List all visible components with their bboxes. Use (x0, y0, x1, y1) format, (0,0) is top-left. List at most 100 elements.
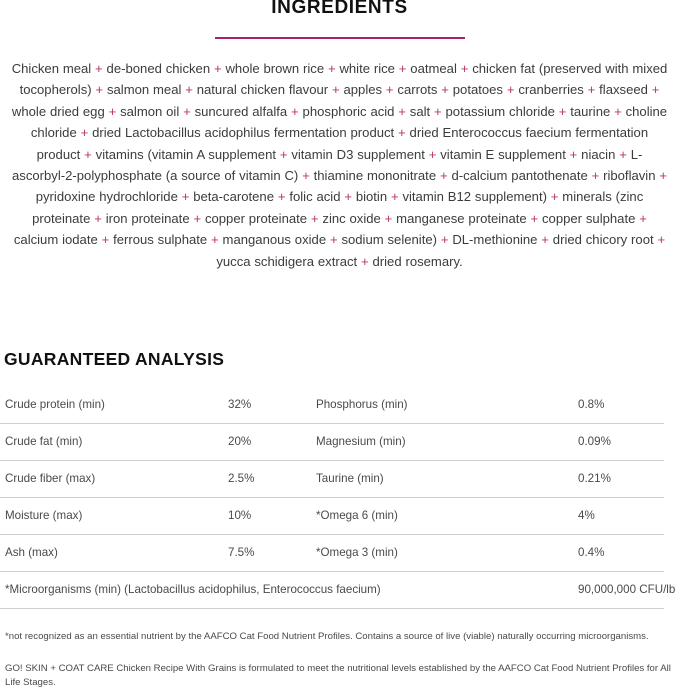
ingredient-separator: + (587, 168, 604, 184)
ingredient-separator: + (430, 103, 446, 119)
ingredient-item: dried rosemary. (372, 253, 463, 269)
ingredient-separator: + (104, 103, 121, 119)
ingredient-separator: + (647, 82, 660, 98)
ingredient-separator: + (394, 61, 411, 76)
nutrient-label: Ash (max) (0, 534, 228, 572)
ingredient-item: dried Enterococcus faecium fermentation … (36, 125, 649, 162)
table-row: Crude protein (min) 32% Phosphorus (min) 0.… (0, 386, 664, 424)
ingredient-item: pyridoxine hydrochloride (35, 189, 178, 205)
ingredient-item: chicken fat (preserved with mixed tocoph… (19, 61, 668, 98)
ingredient-item: apples (343, 82, 383, 98)
nutrient-value: 10% (228, 497, 316, 535)
nutrient-value: 0.8% (578, 386, 664, 424)
ingredient-item: DL-methionine (452, 232, 538, 248)
ingredient-item: copper proteinate (204, 210, 308, 226)
nutrient-label: Moisture (max) (0, 497, 228, 535)
ingredient-separator: + (387, 189, 403, 205)
ingredient-separator: + (91, 61, 107, 76)
page-title: INGREDIENTS (271, 0, 408, 18)
nutrient-label: *Omega 6 (min) (316, 497, 578, 535)
ingredient-separator: + (394, 125, 410, 141)
nutrient-value: 2.5% (228, 460, 316, 498)
table-row: Moisture (max) 10% *Omega 6 (min) 4% (0, 497, 664, 535)
footnote-aafco-statement: GO! SKIN + COAT CARE Chicken Recipe With… (5, 662, 671, 688)
ingredient-item: natural chicken flavour (196, 82, 329, 98)
nutrient-value: 0.21% (578, 460, 664, 498)
ingredient-item: whole brown rice (225, 61, 325, 76)
ingredient-separator: + (307, 210, 323, 226)
ingredient-item: potassium chloride (445, 103, 555, 119)
ingredients-section: INGREDIENTS Chicken meal + de-boned chic… (0, 0, 679, 272)
ingredient-separator: + (97, 232, 114, 248)
ingredient-item: iron proteinate (105, 210, 190, 226)
ingredient-separator: + (565, 146, 582, 162)
ingredient-item: vitamins (vitamin A supplement (95, 146, 276, 162)
ingredient-item: flaxseed (599, 82, 648, 98)
ingredient-separator: + (436, 232, 453, 248)
nutrient-label: Crude fiber (max) (0, 460, 228, 498)
ingredient-separator: + (436, 168, 452, 184)
ingredient-separator: + (437, 82, 453, 98)
footnote-asterisk: *not recognized as an essential nutrient… (5, 630, 649, 642)
ingredient-separator: + (210, 61, 226, 76)
ingredient-item: suncured alfalfa (194, 103, 288, 119)
ingredient-item: de-boned chicken (106, 61, 211, 76)
ingredient-separator: + (546, 189, 563, 205)
ingredient-item: biotin (355, 189, 388, 205)
nutrient-value: 7.5% (228, 534, 316, 572)
guaranteed-analysis-title: GUARANTEED ANALYSIS (4, 349, 225, 369)
ingredient-item: manganous oxide (222, 232, 327, 248)
ingredient-item: dried chicory root (552, 232, 654, 248)
ingredient-item: Chicken meal (11, 61, 92, 76)
ingredient-item: potatoes (452, 82, 503, 98)
ingredient-item: white rice (339, 61, 395, 76)
ingredient-item: folic acid (289, 189, 341, 205)
title-divider (214, 37, 465, 39)
ingredient-separator: + (80, 146, 96, 162)
ingredient-separator: + (76, 125, 93, 141)
ingredient-item: thiamine mononitrate (313, 168, 437, 184)
table-row: *Microorganisms (min) (Lactobacillus aci… (0, 571, 675, 609)
ingredient-separator: + (207, 232, 223, 248)
ingredient-item: yucca schidigera extract (216, 253, 358, 269)
ingredient-item: copper sulphate (542, 210, 636, 226)
ingredient-item: carrots (397, 82, 438, 98)
guaranteed-analysis-table: Crude protein (min) 32% Phosphorus (min) 0.… (0, 386, 675, 609)
ingredient-item: calcium iodate (13, 232, 98, 248)
ingredient-separator: + (324, 61, 340, 76)
ingredient-separator: + (526, 210, 542, 226)
ingredient-item: minerals (zinc proteinate (32, 189, 644, 226)
ingredient-separator: + (615, 146, 631, 162)
ingredient-separator: + (276, 146, 292, 162)
ingredient-item: oatmeal (410, 61, 457, 76)
table-row: Crude fiber (max) 2.5% Taurine (min) 0.21% (0, 460, 664, 498)
nutrient-label: Phosphorus (min) (316, 386, 578, 424)
ingredient-separator: + (328, 82, 344, 98)
table-row: Crude fat (min) 20% Magnesium (min) 0.09% (0, 423, 664, 461)
ingredient-separator: + (610, 103, 626, 119)
ingredients-list: Chicken meal + de-boned chicken + whole … (11, 58, 669, 272)
ingredient-separator: + (380, 210, 397, 226)
ingredient-separator: + (287, 103, 303, 119)
nutrient-label: Crude fat (min) (0, 423, 228, 461)
ingredient-item: vitamin B12 supplement) (402, 189, 547, 205)
ingredient-item: beta-carotene (193, 189, 274, 205)
ingredient-item: phosphoric acid (302, 103, 395, 119)
ingredient-separator: + (274, 189, 290, 205)
nutrient-label: *Omega 3 (min) (316, 534, 578, 572)
ingredient-separator: + (298, 168, 314, 184)
ingredient-item: taurine (570, 103, 611, 119)
ingredient-separator: + (326, 232, 342, 248)
ingredient-item: cranberries (518, 82, 584, 98)
ingredient-item: whole dried egg (11, 103, 105, 119)
ingredient-item: d-calcium pantothenate (451, 168, 588, 184)
ingredient-separator: + (653, 232, 666, 248)
guaranteed-analysis-section: GUARANTEED ANALYSIS Crude protein (min) 3… (0, 348, 679, 609)
ingredient-item: dried Lactobacillus acidophilus fermenta… (92, 125, 395, 141)
nutrient-value: 4% (578, 497, 664, 535)
ingredient-separator: + (340, 189, 356, 205)
ingredient-item: vitamin D3 supplement (291, 146, 425, 162)
ingredient-item: sodium selenite) (341, 232, 437, 248)
nutrient-value: 0.09% (578, 423, 664, 461)
ingredient-separator: + (181, 82, 197, 98)
